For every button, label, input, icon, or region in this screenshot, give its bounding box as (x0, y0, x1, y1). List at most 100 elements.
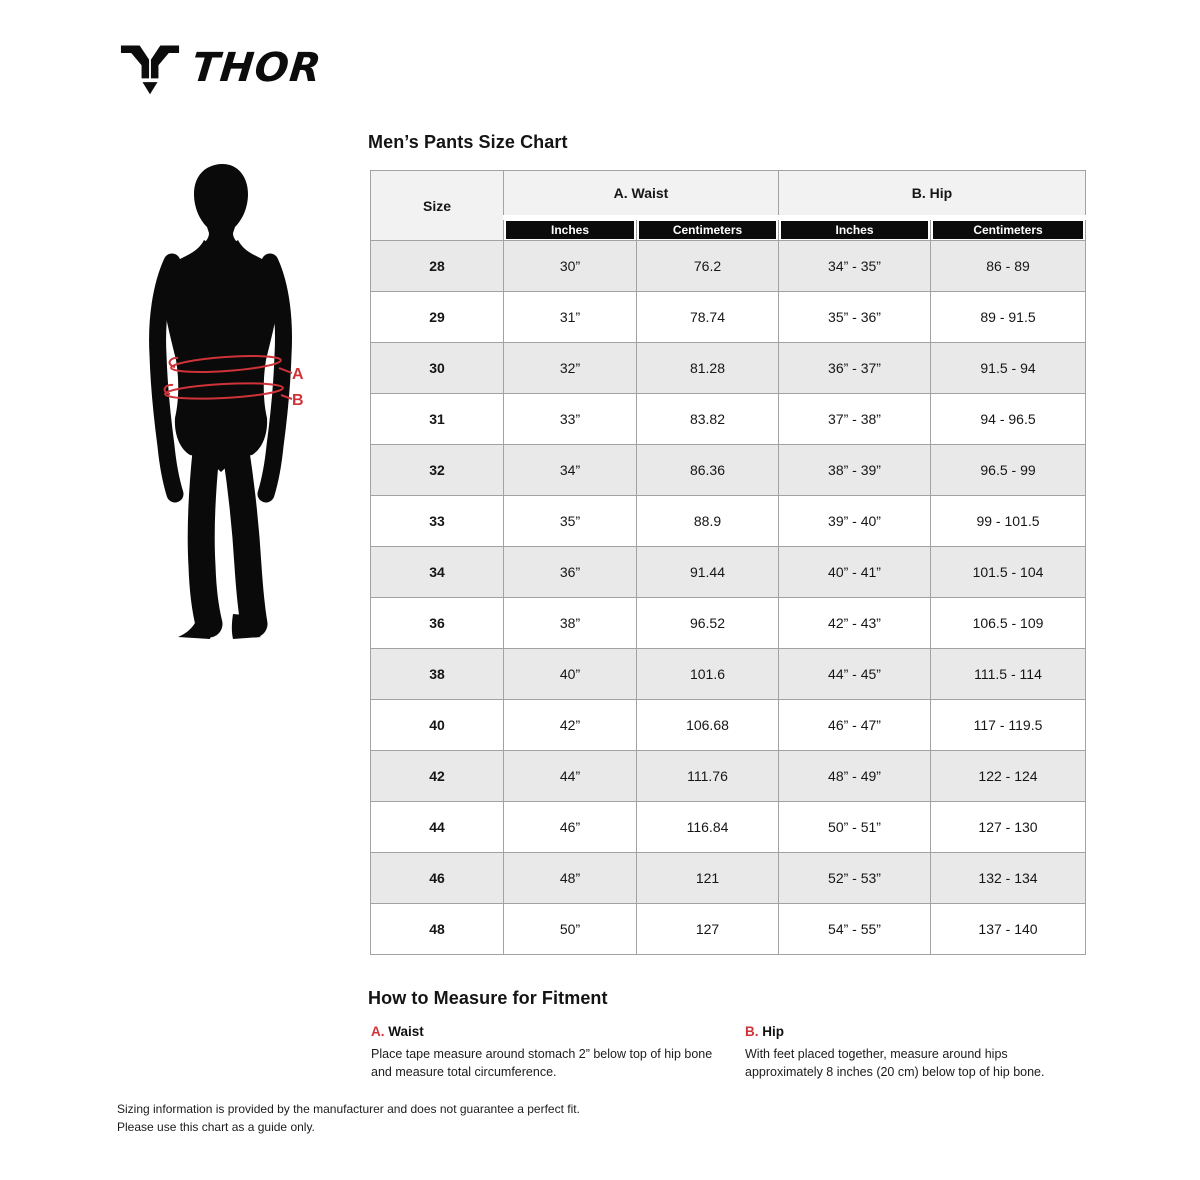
hip-inches-value: 46” - 47” (778, 699, 931, 751)
hip-label-name: Hip (762, 1024, 785, 1039)
disclaimer-line-1: Sizing information is provided by the ma… (117, 1102, 580, 1116)
subheader-waist-centimeters: Centimeters (636, 217, 779, 241)
waist-inches-value: 34” (503, 444, 637, 496)
hip-inches-value: 36” - 37” (778, 342, 931, 394)
waist-inches-value: 30” (503, 240, 637, 292)
subheader-hip-inches: Inches (778, 217, 931, 241)
hip-label-prefix: B. (745, 1024, 759, 1039)
hip-cm-value: 117 - 119.5 (929, 699, 1087, 751)
hip-cm-value: 111.5 - 114 (929, 648, 1087, 700)
how-to-measure-title: How to Measure for Fitment (368, 988, 608, 1008)
hip-inches-value: 35” - 36” (778, 291, 931, 343)
size-value: 31 (370, 393, 504, 445)
size-value: 32 (370, 444, 504, 496)
hip-inches-value: 39” - 40” (778, 495, 931, 547)
waist-cm-value: 78.74 (636, 291, 779, 343)
measure-instruction-hip: B. Hip With feet placed together, measur… (745, 1024, 1080, 1081)
hip-cm-value: 137 - 140 (929, 903, 1087, 955)
waist-cm-value: 101.6 (636, 648, 779, 700)
size-value: 34 (370, 546, 504, 598)
hip-instruction-label: B. Hip (745, 1024, 1080, 1039)
table-row: 44 46” 116.84 50” - 51” 127 - 130 (370, 801, 1087, 853)
size-value: 40 (370, 699, 504, 751)
hip-instruction-text: With feet placed together, measure aroun… (745, 1047, 1045, 1079)
table-row: 36 38” 96.52 42” - 43” 106.5 - 109 (370, 597, 1087, 649)
table-row: 34 36” 91.44 40” - 41” 101.5 - 104 (370, 546, 1087, 598)
measure-instruction-waist: A. Waist Place tape measure around stoma… (371, 1024, 736, 1081)
waist-cm-value: 116.84 (636, 801, 779, 853)
size-chart-title: Men’s Pants Size Chart (368, 132, 568, 152)
waist-cm-value: 111.76 (636, 750, 779, 802)
table-row: 32 34” 86.36 38” - 39” 96.5 - 99 (370, 444, 1087, 496)
hip-cm-value: 89 - 91.5 (929, 291, 1087, 343)
size-value: 30 (370, 342, 504, 394)
waist-cm-value: 86.36 (636, 444, 779, 496)
size-value: 46 (370, 852, 504, 904)
table-row: 33 35” 88.9 39” - 40” 99 - 101.5 (370, 495, 1087, 547)
waist-cm-value: 106.68 (636, 699, 779, 751)
hip-callout-label: B (292, 392, 304, 409)
size-value: 33 (370, 495, 504, 547)
sizing-disclaimer: Sizing information is provided by the ma… (117, 1100, 580, 1136)
subheader-waist-inches: Inches (503, 217, 637, 241)
waist-inches-value: 48” (503, 852, 637, 904)
hip-cm-value: 96.5 - 99 (929, 444, 1087, 496)
hip-cm-value: 127 - 130 (929, 801, 1087, 853)
waist-cm-value: 83.82 (636, 393, 779, 445)
hip-cm-value: 132 - 134 (929, 852, 1087, 904)
disclaimer-line-2: Please use this chart as a guide only. (117, 1120, 315, 1134)
waist-label-prefix: A. (371, 1024, 385, 1039)
waist-inches-value: 35” (503, 495, 637, 547)
subheader-hip-centimeters: Centimeters (929, 217, 1087, 241)
hip-inches-value: 38” - 39” (778, 444, 931, 496)
waist-cm-value: 81.28 (636, 342, 779, 394)
waist-cm-value: 76.2 (636, 240, 779, 292)
hip-inches-value: 50” - 51” (778, 801, 931, 853)
table-row: 29 31” 78.74 35” - 36” 89 - 91.5 (370, 291, 1087, 343)
table-row: 30 32” 81.28 36” - 37” 91.5 - 94 (370, 342, 1087, 394)
size-value: 29 (370, 291, 504, 343)
hip-cm-value: 94 - 96.5 (929, 393, 1087, 445)
hip-inches-value: 48” - 49” (778, 750, 931, 802)
male-silhouette-figure: A B (148, 160, 312, 644)
waist-inches-value: 33” (503, 393, 637, 445)
table-row: 42 44” 111.76 48” - 49” 122 - 124 (370, 750, 1087, 802)
waist-inches-value: 36” (503, 546, 637, 598)
size-value: 36 (370, 597, 504, 649)
hip-inches-value: 54” - 55” (778, 903, 931, 955)
waist-inches-value: 31” (503, 291, 637, 343)
size-value: 44 (370, 801, 504, 853)
table-row: 28 30” 76.2 34” - 35” 86 - 89 (370, 240, 1087, 292)
waist-cm-value: 121 (636, 852, 779, 904)
hip-cm-value: 122 - 124 (929, 750, 1087, 802)
waist-inches-value: 42” (503, 699, 637, 751)
waist-inches-value: 32” (503, 342, 637, 394)
table-row: 38 40” 101.6 44” - 45” 111.5 - 114 (370, 648, 1087, 700)
table-row: 31 33” 83.82 37” - 38” 94 - 96.5 (370, 393, 1087, 445)
waist-label-name: Waist (388, 1024, 424, 1039)
waist-cm-value: 91.44 (636, 546, 779, 598)
column-header-size: Size (370, 170, 504, 241)
waist-cm-value: 127 (636, 903, 779, 955)
size-value: 42 (370, 750, 504, 802)
column-header-hip: B. Hip (777, 170, 1087, 220)
hip-cm-value: 86 - 89 (929, 240, 1087, 292)
waist-callout-label: A (292, 366, 304, 383)
hip-inches-value: 37” - 38” (778, 393, 931, 445)
table-row: 40 42” 106.68 46” - 47” 117 - 119.5 (370, 699, 1087, 751)
size-value: 48 (370, 903, 504, 955)
hip-inches-value: 52” - 53” (778, 852, 931, 904)
size-chart-table: Size A. Waist B. Hip Inches Centimeters … (370, 170, 1087, 955)
hip-cm-value: 91.5 - 94 (929, 342, 1087, 394)
hip-cm-value: 101.5 - 104 (929, 546, 1087, 598)
hip-inches-value: 42” - 43” (778, 597, 931, 649)
waist-inches-value: 46” (503, 801, 637, 853)
measurement-lines (163, 355, 293, 400)
brand-logo: THOR (120, 40, 324, 96)
waist-inches-value: 38” (503, 597, 637, 649)
hip-inches-value: 40” - 41” (778, 546, 931, 598)
size-value: 28 (370, 240, 504, 292)
hip-cm-value: 99 - 101.5 (929, 495, 1087, 547)
waist-instruction-label: A. Waist (371, 1024, 736, 1039)
waist-instruction-text: Place tape measure around stomach 2” bel… (371, 1047, 713, 1079)
